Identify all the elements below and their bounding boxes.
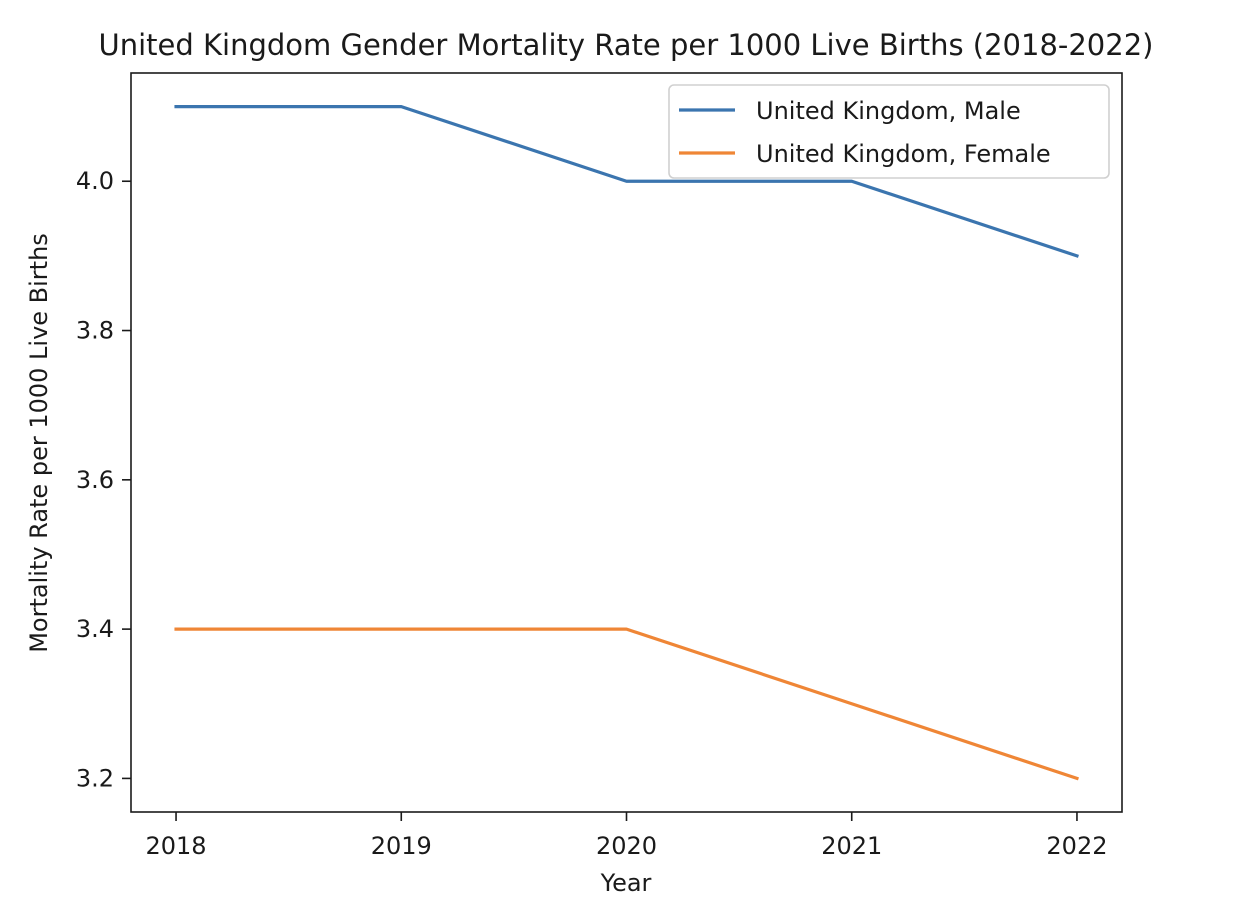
y-tick-label: 3.6: [76, 466, 114, 494]
x-tick-label: 2019: [371, 832, 432, 860]
x-tick-label: 2021: [821, 832, 882, 860]
legend-box: [668, 84, 1110, 179]
y-axis-label: Mortality Rate per 1000 Live Births: [25, 233, 53, 653]
legend-label: United Kingdom, Female: [756, 140, 1051, 168]
series-lines: [174, 104, 1079, 781]
x-tick-label: 2022: [1046, 832, 1107, 860]
x-tick-label: 2020: [596, 832, 657, 860]
y-tick-label: 4.0: [76, 167, 114, 195]
y-tick-label: 3.2: [76, 764, 114, 792]
series-line-male: [174, 104, 1079, 258]
legend: United Kingdom, Male United Kingdom, Fema…: [668, 84, 1110, 179]
x-axis-label: Year: [600, 869, 652, 897]
legend-label: United Kingdom, Male: [756, 97, 1021, 125]
chart-title: United Kingdom Gender Mortality Rate per…: [99, 28, 1154, 62]
y-tick-label: 3.4: [76, 615, 114, 643]
x-axis-ticks: 2018 2019 2020 2021 2022: [146, 812, 1107, 860]
series-line-female: [174, 627, 1079, 781]
x-tick-label: 2018: [146, 832, 207, 860]
y-axis-ticks: 3.2 3.4 3.6 3.8 4.0: [76, 167, 131, 792]
plot-area-frame: [130, 72, 1123, 813]
y-tick-label: 3.8: [76, 317, 114, 345]
